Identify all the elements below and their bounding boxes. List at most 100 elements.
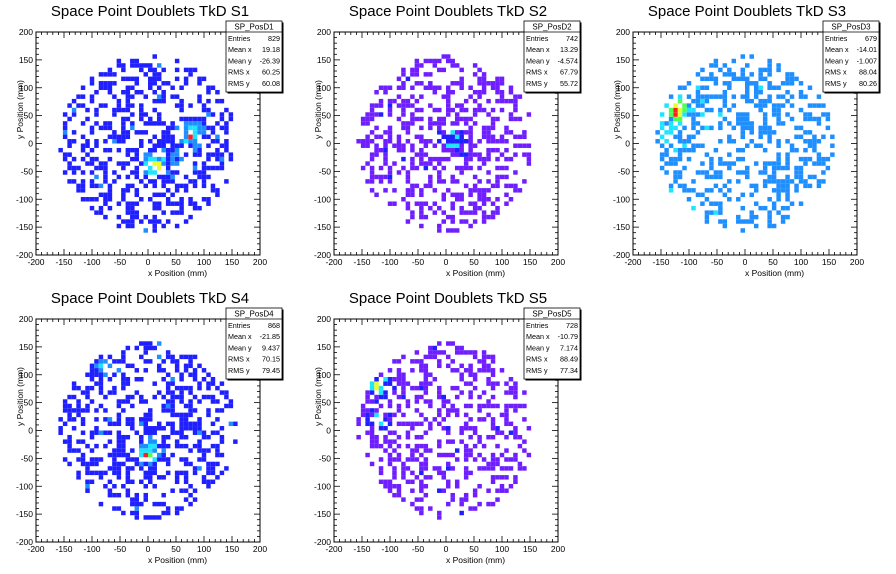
- histogram-bin: [179, 116, 184, 122]
- histogram-bin: [780, 103, 786, 108]
- histogram-bin: [201, 179, 207, 184]
- histogram-bin: [165, 201, 171, 206]
- histogram-bin: [112, 461, 117, 467]
- histogram-bin: [468, 368, 473, 373]
- histogram-bin: [481, 350, 487, 355]
- histogram-bin: [125, 492, 131, 498]
- histogram-bin: [495, 139, 500, 144]
- histogram-bin: [392, 484, 397, 489]
- histogram-bin: [152, 98, 157, 104]
- histogram-bin: [499, 81, 505, 86]
- x-tick-label: -200: [325, 544, 342, 554]
- histogram-bin: [740, 147, 745, 153]
- histogram-bin: [463, 139, 469, 144]
- histogram-bin: [161, 439, 166, 444]
- histogram-bin: [428, 448, 433, 453]
- histogram-bin: [161, 426, 166, 431]
- histogram-bin: [121, 376, 126, 382]
- histogram-bin: [94, 417, 99, 422]
- histogram-bin: [526, 426, 532, 431]
- histogram-bin: [419, 94, 424, 99]
- histogram-bin: [428, 426, 433, 431]
- histogram-bin: [161, 121, 166, 126]
- histogram-bin: [446, 484, 451, 489]
- histogram-bin: [94, 461, 99, 467]
- histogram-bin: [486, 368, 491, 373]
- histogram-bin: [215, 89, 220, 95]
- histogram-bin: [219, 381, 225, 386]
- histogram-bin: [713, 210, 719, 215]
- histogram-bin: [112, 492, 117, 498]
- histogram-bin: [749, 54, 754, 59]
- histogram-bin: [188, 67, 193, 73]
- histogram-bin: [174, 368, 180, 373]
- histogram-bin: [691, 125, 696, 131]
- histogram-bin: [803, 183, 808, 189]
- histogram-bin: [369, 408, 375, 413]
- histogram-bin: [98, 165, 104, 171]
- histogram-bin: [776, 107, 781, 113]
- stats-value-mean-y: -26.39: [260, 56, 280, 65]
- histogram-bin: [130, 112, 135, 117]
- histogram-bin: [183, 354, 189, 360]
- histogram-bin: [468, 165, 473, 171]
- histogram-bin: [112, 72, 117, 77]
- histogram-bin: [161, 510, 166, 516]
- histogram-bin: [130, 201, 135, 206]
- stats-label-entries: Entries: [825, 34, 848, 43]
- histogram-bin: [749, 125, 754, 131]
- histogram-bin: [125, 488, 131, 493]
- histogram-bin: [103, 372, 108, 377]
- histogram-bin: [441, 121, 446, 126]
- histogram-bin: [103, 214, 108, 220]
- histogram-bin: [767, 223, 772, 229]
- histogram-bin: [423, 484, 429, 489]
- histogram-bin: [472, 152, 478, 157]
- histogram-bin: [731, 139, 737, 144]
- stats-label-mean-y: Mean y: [526, 56, 550, 65]
- histogram-bin: [825, 165, 831, 171]
- histogram-bin: [490, 466, 496, 471]
- histogram-bin: [121, 161, 126, 166]
- histogram-bin: [441, 488, 446, 493]
- histogram-bin: [197, 174, 202, 180]
- histogram-bin: [423, 58, 429, 64]
- histogram-bin: [481, 359, 487, 364]
- histogram-bin: [192, 179, 198, 184]
- histogram-bin: [405, 443, 411, 449]
- histogram-bin: [89, 470, 95, 476]
- histogram-bin: [745, 219, 750, 224]
- histogram-plot: -200 -150 -100 -50 0 50 100 150 200-200-150-100-…: [313, 20, 582, 278]
- histogram-bin: [210, 183, 216, 189]
- histogram-bin: [374, 439, 379, 444]
- histogram-bin: [103, 417, 108, 422]
- histogram-bin: [423, 85, 429, 90]
- histogram-bin: [410, 116, 415, 122]
- stats-label-mean-x: Mean x: [825, 45, 849, 54]
- histogram-bin: [499, 107, 505, 113]
- histogram-bin: [410, 192, 415, 198]
- y-tick-label: 150: [616, 55, 630, 65]
- histogram-bin: [401, 85, 406, 90]
- histogram-bin: [152, 121, 157, 126]
- histogram-bin: [722, 98, 728, 104]
- y-tick-label: -150: [613, 222, 630, 232]
- histogram-bin: [762, 170, 768, 175]
- histogram-bin: [152, 426, 157, 431]
- histogram-bin: [419, 223, 424, 229]
- histogram-bin: [513, 457, 518, 462]
- y-tick-label: -50: [319, 453, 332, 463]
- x-tick-label: 0: [444, 544, 449, 554]
- stats-value-rms-y: 60.08: [262, 79, 280, 88]
- histogram-bin: [477, 408, 482, 413]
- histogram-bin: [116, 506, 122, 511]
- histogram-bin: [365, 179, 370, 184]
- histogram-bin: [125, 457, 131, 462]
- histogram-bin: [677, 134, 683, 140]
- histogram-bin: [490, 354, 496, 360]
- histogram-bin: [517, 443, 523, 449]
- x-tick-label: 50: [469, 544, 479, 554]
- y-tick-label: -100: [613, 194, 630, 204]
- histogram-bin: [776, 161, 781, 166]
